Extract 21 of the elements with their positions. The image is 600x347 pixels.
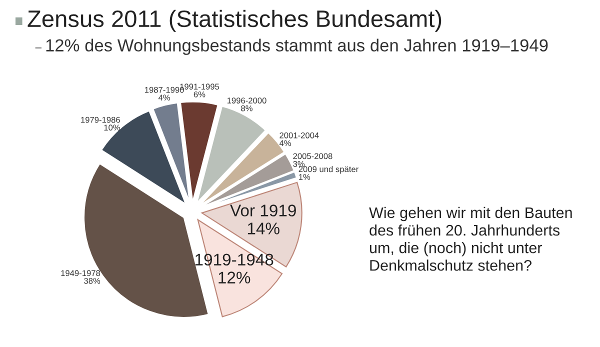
data-label: 8%	[241, 105, 252, 112]
slice-label: 2005-2008	[293, 153, 332, 160]
slice-label: Vor 1919	[230, 204, 296, 216]
data-label: 10%	[104, 124, 120, 131]
text: Wie gehen wir mit den Bauten des frühen 20. Jahrhunderts um, die (noch) nicht unter Denkmalschutz stehen?	[369, 206, 572, 271]
data-label: 38%	[84, 278, 100, 284]
slice-label: 1949-1978	[61, 270, 100, 276]
slice-label: 1996-2000	[227, 98, 266, 104]
data-label: 1%	[299, 174, 310, 180]
chart-title: Zensus 2011 (Statistisches Bundesamt)	[28, 10, 442, 32]
chart-subtitle: 12% des Wohnungsbestands stammt aus den Jahren 1919–1949	[46, 38, 548, 55]
data-label: 6%	[194, 91, 206, 98]
slice-label: 2001-2004	[280, 132, 319, 138]
data-label: 12%	[218, 272, 250, 284]
data-label: 4%	[158, 94, 170, 101]
slice-label: 1979-1986	[81, 116, 120, 123]
data-label: 14%	[248, 222, 280, 234]
slice-label: 1919-1948	[196, 254, 274, 266]
data-label: 3%	[293, 160, 305, 167]
data-label: 4%	[279, 140, 292, 146]
slice-label: 2009 und später	[298, 166, 358, 174]
